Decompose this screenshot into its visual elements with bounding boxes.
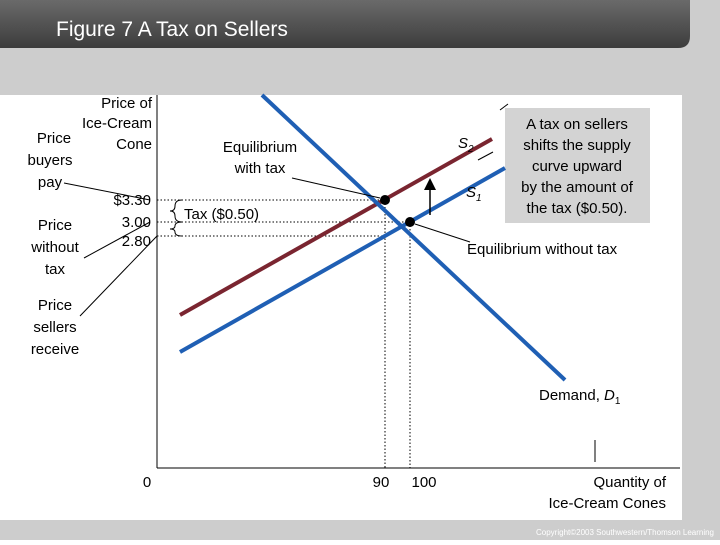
tick-label: 100 — [411, 474, 436, 491]
side-label: without — [30, 239, 79, 256]
side-label: Price — [38, 217, 72, 234]
supply-s2 — [179, 137, 493, 317]
y-axis-label: Ice-Cream — [82, 115, 152, 132]
note-line: the tax ($0.50). — [527, 200, 628, 217]
tick-label: 90 — [373, 474, 390, 491]
annotation: Equilibrium — [223, 139, 297, 156]
note-line: A tax on sellers — [526, 116, 628, 133]
subscript: 1 — [615, 396, 621, 407]
x-axis-label: Ice-Cream Cones — [548, 495, 666, 512]
tick-label: $3.30 — [113, 192, 151, 209]
side-label: buyers — [27, 152, 72, 169]
side-label: Price — [38, 297, 72, 314]
note-line: curve upward — [532, 158, 622, 175]
leader — [499, 103, 509, 111]
subscript: 2 — [467, 144, 474, 155]
text: Demand, — [539, 387, 604, 404]
note-box — [505, 108, 650, 223]
title: Figure 7 A Tax on Sellers — [56, 18, 288, 41]
curve-label: S1 — [466, 184, 482, 204]
letter: S — [466, 184, 476, 201]
y-axis-label: Cone — [116, 136, 152, 153]
leader — [63, 182, 151, 201]
side-label: tax — [45, 261, 66, 278]
annotation: with tax — [234, 160, 286, 177]
demand — [260, 93, 567, 382]
leaders — [63, 103, 596, 462]
side-label: receive — [31, 341, 79, 358]
side-label: pay — [38, 174, 63, 191]
side-label: Price — [37, 130, 71, 147]
y-axis-label: Price of — [101, 95, 153, 112]
curve-label: S2 — [458, 135, 474, 155]
tax-label: Tax ($0.50) — [184, 206, 259, 223]
brace — [169, 221, 183, 237]
eq-point — [380, 195, 390, 205]
leader — [414, 223, 471, 243]
copyright: Copyright©2003 Southwestern/Thomson Lear… — [536, 528, 714, 537]
leader — [79, 235, 158, 317]
tick-label: 3.00 — [122, 214, 151, 231]
brace — [169, 199, 183, 223]
tick-label: 0 — [143, 474, 151, 491]
tick-label: 2.80 — [122, 233, 151, 250]
leader — [291, 177, 381, 199]
side-label: sellers — [33, 319, 76, 336]
letter: S — [458, 135, 468, 152]
tax-note: A tax on sellers shifts the supply curve… — [521, 116, 634, 217]
leader — [477, 151, 494, 161]
letter: D — [604, 387, 615, 404]
subscript: 1 — [476, 193, 482, 204]
title-bar — [0, 0, 690, 48]
x-axis-label: Quantity of — [593, 474, 666, 491]
curve-label: Demand, D1 — [539, 387, 621, 407]
leader — [83, 221, 151, 259]
supply-s1 — [179, 166, 506, 354]
note-line: shifts the supply — [523, 137, 631, 154]
annotation: Equilibrium without tax — [467, 241, 618, 258]
eq-point — [405, 217, 415, 227]
note-line: by the amount of — [521, 179, 634, 196]
